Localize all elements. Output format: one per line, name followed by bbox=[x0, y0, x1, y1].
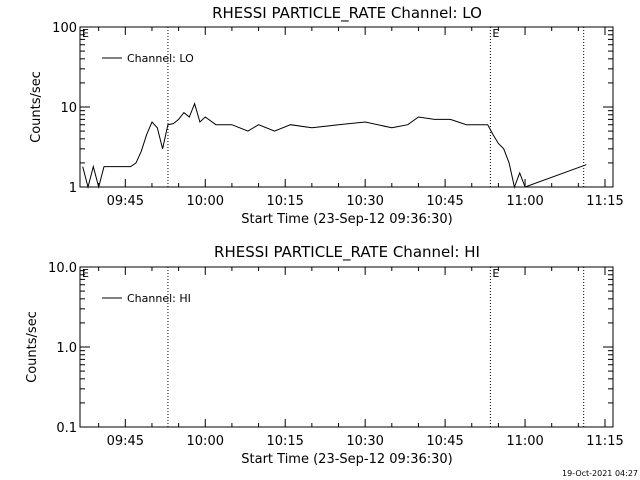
event-markers: E bbox=[167, 267, 585, 427]
series-line bbox=[82, 102, 587, 189]
axis-ticks: 09:45 10:00 10:15 10:30 10:45 11:00 11:15 0.1 1.… bbox=[48, 261, 624, 449]
x-axis-label: Start Time (23-Sep-12 09:36:30) bbox=[241, 452, 452, 467]
x-axis-label: Start Time (23-Sep-12 09:36:30) bbox=[241, 212, 452, 227]
axis-ticks: 09:45 10:00 10:15 10:30 10:45 11:00 11:15 1 10 10… bbox=[52, 21, 624, 209]
plot-frame bbox=[79, 26, 614, 188]
y-axis-label: Counts/sec bbox=[25, 311, 40, 383]
legend-entry: Channel: HI bbox=[127, 292, 191, 305]
x-tick-label: 10:00 bbox=[187, 194, 224, 209]
x-tick-label: 09:45 bbox=[107, 194, 144, 209]
panel-lo: RHESSI PARTICLE_RATE Channel: LO Counts/… bbox=[29, 4, 624, 227]
x-tick-label: 10:15 bbox=[266, 434, 303, 449]
panel-hi: RHESSI PARTICLE_RATE Channel: HI Counts/… bbox=[25, 243, 624, 467]
plot-frame bbox=[79, 266, 614, 428]
y-axis-label: Counts/sec bbox=[29, 71, 44, 143]
x-tick-label: 10:30 bbox=[346, 434, 383, 449]
y-tick-label: 1.0 bbox=[56, 341, 77, 356]
y-tick-label: 0.1 bbox=[56, 421, 77, 436]
x-tick-label: 11:00 bbox=[506, 194, 543, 209]
x-tick-label: 11:15 bbox=[586, 434, 623, 449]
event-marker-label: E bbox=[492, 267, 499, 280]
legend-entry: Channel: LO bbox=[127, 52, 194, 65]
edge-label-left: E bbox=[82, 267, 89, 280]
event-marker-label: E bbox=[492, 27, 499, 40]
chart-title: RHESSI PARTICLE_RATE Channel: LO bbox=[212, 4, 482, 23]
x-tick-label: 10:30 bbox=[346, 194, 383, 209]
footer-timestamp: 19-Oct-2021 04:27 bbox=[562, 469, 638, 478]
x-tick-label: 10:45 bbox=[426, 194, 463, 209]
x-tick-label: 10:45 bbox=[426, 434, 463, 449]
x-tick-label: 10:00 bbox=[187, 434, 224, 449]
x-tick-label: 11:00 bbox=[506, 434, 543, 449]
x-tick-label: 09:45 bbox=[107, 434, 144, 449]
x-tick-label: 11:15 bbox=[586, 194, 623, 209]
y-tick-label: 10.0 bbox=[48, 261, 77, 276]
y-tick-label: 100 bbox=[52, 21, 77, 36]
chart-title: RHESSI PARTICLE_RATE Channel: HI bbox=[214, 243, 480, 262]
edge-label-left: E bbox=[82, 27, 89, 40]
event-markers: E bbox=[167, 27, 585, 187]
series-lines bbox=[82, 102, 587, 189]
x-tick-label: 10:15 bbox=[266, 194, 303, 209]
y-tick-label: 1 bbox=[69, 181, 77, 196]
y-tick-label: 10 bbox=[60, 101, 77, 116]
